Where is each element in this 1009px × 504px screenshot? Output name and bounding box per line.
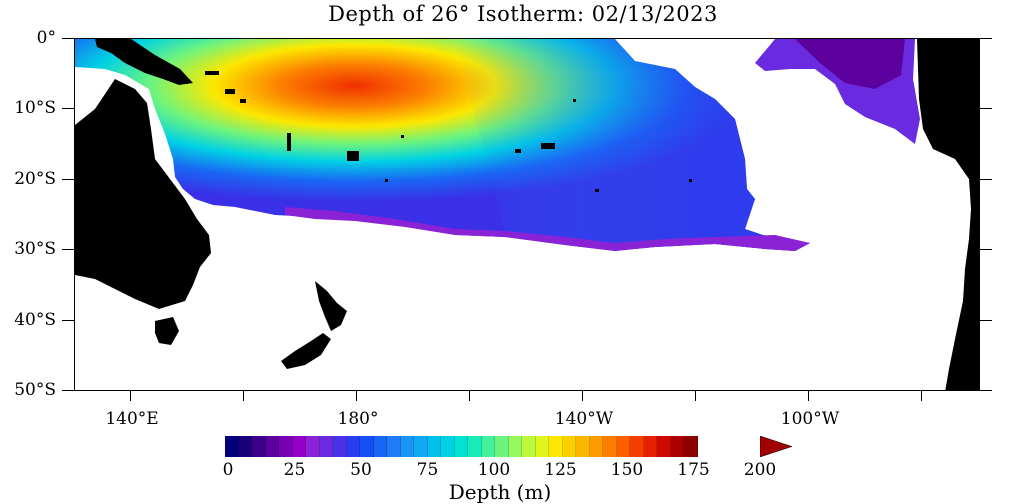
x-tick [356, 391, 357, 401]
y-tick-right [980, 38, 992, 39]
y-tick [62, 249, 74, 250]
land-south-america [917, 39, 979, 390]
colorbar-swatch [616, 436, 630, 457]
colorbar-swatch [225, 436, 239, 457]
y-tick [62, 108, 74, 109]
map-svg [75, 39, 979, 390]
colorbar-swatch [373, 436, 387, 457]
x-tick [130, 391, 131, 401]
colorbar-label: Depth (m) [448, 480, 552, 504]
colorbar-swatch [441, 436, 455, 457]
map-title: Depth of 26° Isotherm: 02/13/2023 [328, 2, 718, 26]
x-tick [469, 391, 470, 401]
colorbar-swatch [279, 436, 293, 457]
x-tick-label: 180° [337, 409, 379, 429]
y-tick-label: 0° [36, 28, 56, 48]
x-tick-label: 140°E [105, 409, 159, 429]
colorbar-swatch [549, 436, 563, 457]
colorbar-tick-label: 125 [544, 460, 577, 480]
colorbar-swatch [603, 436, 617, 457]
land-nz-south [281, 333, 331, 369]
colorbar-swatch [630, 436, 644, 457]
colorbar-swatch [414, 436, 428, 457]
colorbar-swatch [306, 436, 320, 457]
colorbar-swatch [346, 436, 360, 457]
colorbar-swatch [333, 436, 347, 457]
colorbar-swatch [360, 436, 374, 457]
colorbar-swatch [657, 436, 671, 457]
colorbar-swatch [589, 436, 603, 457]
colorbar-swatch [576, 436, 590, 457]
isotherm-southern-edge [285, 207, 810, 251]
colorbar-swatch [292, 436, 306, 457]
x-tick [921, 391, 922, 401]
y-tick-label: 50°S [14, 380, 56, 400]
colorbar-tick-label: 75 [416, 460, 439, 480]
colorbar-swatch [508, 436, 522, 457]
colorbar-tick-label: 25 [283, 460, 306, 480]
y-tick-right [980, 320, 992, 321]
colorbar-swatch [265, 436, 279, 457]
y-tick [62, 179, 74, 180]
colorbar-swatch [238, 436, 252, 457]
colorbar-swatch [535, 436, 549, 457]
y-tick-label: 10°S [14, 98, 56, 118]
x-tick-label: 100°W [780, 409, 840, 429]
colorbar-tick-label: 150 [610, 460, 644, 480]
isotherm-east-core [795, 39, 905, 89]
x-tick [243, 391, 244, 401]
y-tick-label: 20°S [14, 169, 56, 189]
colorbar-swatch [522, 436, 536, 457]
colorbar-tick-label: 200 [743, 460, 777, 480]
colorbar-arrow [760, 436, 793, 457]
colorbar-swatch [454, 436, 468, 457]
colorbar-swatch [319, 436, 333, 457]
x-tick [808, 391, 809, 401]
colorbar-swatch [252, 436, 266, 457]
land-nz-north [315, 281, 347, 331]
y-tick-right [980, 390, 992, 391]
y-tick-right [980, 179, 992, 180]
colorbar-tick-label: 175 [677, 460, 710, 480]
y-tick-right [980, 108, 992, 109]
isotherm-field-east [455, 39, 810, 251]
y-tick-label: 30°S [14, 239, 56, 259]
colorbar-tick-label: 50 [350, 460, 372, 480]
colorbar-swatch [400, 436, 414, 457]
colorbar-tick-label: 0 [222, 460, 234, 480]
x-tick [582, 391, 583, 401]
y-tick [62, 38, 74, 39]
land-tasmania [155, 317, 179, 345]
land-new-guinea [95, 39, 193, 85]
map-area [74, 38, 980, 391]
colorbar-swatch [643, 436, 657, 457]
colorbar-swatch [427, 436, 441, 457]
x-tick [695, 391, 696, 401]
land-australia [75, 79, 211, 309]
x-tick-label: 140°W [554, 409, 614, 429]
land-pacific-islands [205, 71, 692, 192]
colorbar [225, 436, 698, 457]
colorbar-tick-label: 100 [477, 460, 511, 480]
y-tick [62, 390, 74, 391]
y-tick-right [980, 249, 992, 250]
colorbar-swatch [684, 436, 698, 457]
colorbar-swatch [495, 436, 509, 457]
y-tick [62, 320, 74, 321]
colorbar-swatch [670, 436, 684, 457]
colorbar-swatch [481, 436, 495, 457]
colorbar-swatch [387, 436, 401, 457]
colorbar-swatch [468, 436, 482, 457]
colorbar-swatch [562, 436, 576, 457]
y-tick-label: 40°S [14, 310, 56, 330]
